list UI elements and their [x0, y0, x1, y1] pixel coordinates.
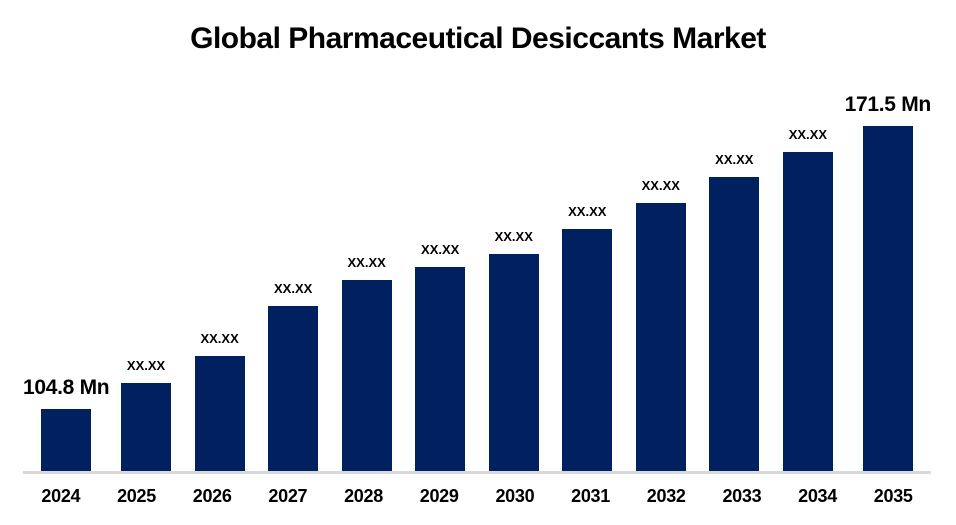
bar-2029	[415, 267, 466, 471]
bar-column-2031: XX.XX	[551, 0, 625, 471]
bar-value-label-2035: 171.5 Mn	[844, 93, 932, 116]
bar-column-2027: XX.XX	[256, 0, 330, 471]
bar-column-2026: XX.XX	[183, 0, 257, 471]
bar-2030	[488, 254, 539, 471]
x-axis-label-2029: 2029	[419, 486, 459, 506]
bar-value-label-2031: XX.XX	[568, 204, 607, 219]
bar-column-2033: XX.XX	[698, 0, 772, 471]
bar-2024	[41, 409, 92, 471]
bar-value-label-2027: XX.XX	[273, 281, 313, 296]
x-axis-line	[23, 471, 931, 474]
bar-column-2024: 104.8 Mn	[23, 0, 110, 471]
bar-2027	[268, 306, 319, 471]
x-axis-label-2035: 2035	[873, 486, 913, 506]
bar-column-2025: XX.XX	[109, 0, 183, 471]
bar-2034	[782, 152, 833, 471]
bar-column-2029: XX.XX	[403, 0, 477, 471]
plot-area: 104.8 Mn XX.XX XX.XX XX.XX XX.XX XX.XX XX.XX XX…	[23, 0, 931, 471]
bar-2035	[862, 126, 913, 471]
bar-value-label-2033: XX.XX	[715, 152, 754, 167]
x-axis-label-2025: 2025	[117, 486, 156, 506]
bar-2031	[562, 229, 613, 471]
bar-value-label-2029: XX.XX	[421, 242, 460, 257]
bar-value-label-2025: XX.XX	[126, 358, 166, 373]
bar-2025	[121, 383, 172, 471]
bar-value-label-2034: XX.XX	[788, 127, 827, 142]
bar-value-label-2030: XX.XX	[494, 229, 533, 244]
x-axis-label-2024: 2024	[41, 486, 81, 506]
x-axis-label-2032: 2032	[646, 486, 686, 506]
bar-2032	[635, 203, 686, 471]
bar-2033	[709, 177, 760, 471]
x-axis-label-2030: 2030	[495, 486, 535, 506]
x-axis-label-2028: 2028	[344, 486, 383, 506]
chart-title: Global Pharmaceutical Desiccants Market	[190, 22, 766, 55]
bar-value-label-2032: XX.XX	[641, 178, 680, 193]
x-axis-label-2027: 2027	[268, 486, 308, 506]
x-axis-label-2026: 2026	[192, 486, 232, 506]
bar-value-label-2028: XX.XX	[347, 255, 386, 270]
bar-column-2032: XX.XX	[624, 0, 698, 471]
bar-column-2034: XX.XX	[771, 0, 845, 471]
bar-2028	[341, 280, 392, 471]
x-axis-label-2033: 2033	[722, 486, 762, 506]
bar-value-label-2026: XX.XX	[200, 331, 239, 346]
bar-column-2035: 171.5 Mn	[845, 0, 931, 471]
bar-2026	[194, 356, 245, 471]
bar-column-2028: XX.XX	[330, 0, 404, 471]
x-axis-label-2034: 2034	[798, 486, 837, 506]
x-axis-label-2031: 2031	[571, 486, 610, 506]
bar-value-label-2024: 104.8 Mn	[23, 376, 110, 399]
x-axis-labels: 2024 2025 2026 2027 2028 2029 2030 2031 2032 2033…	[23, 486, 931, 507]
bar-column-2030: XX.XX	[477, 0, 551, 471]
